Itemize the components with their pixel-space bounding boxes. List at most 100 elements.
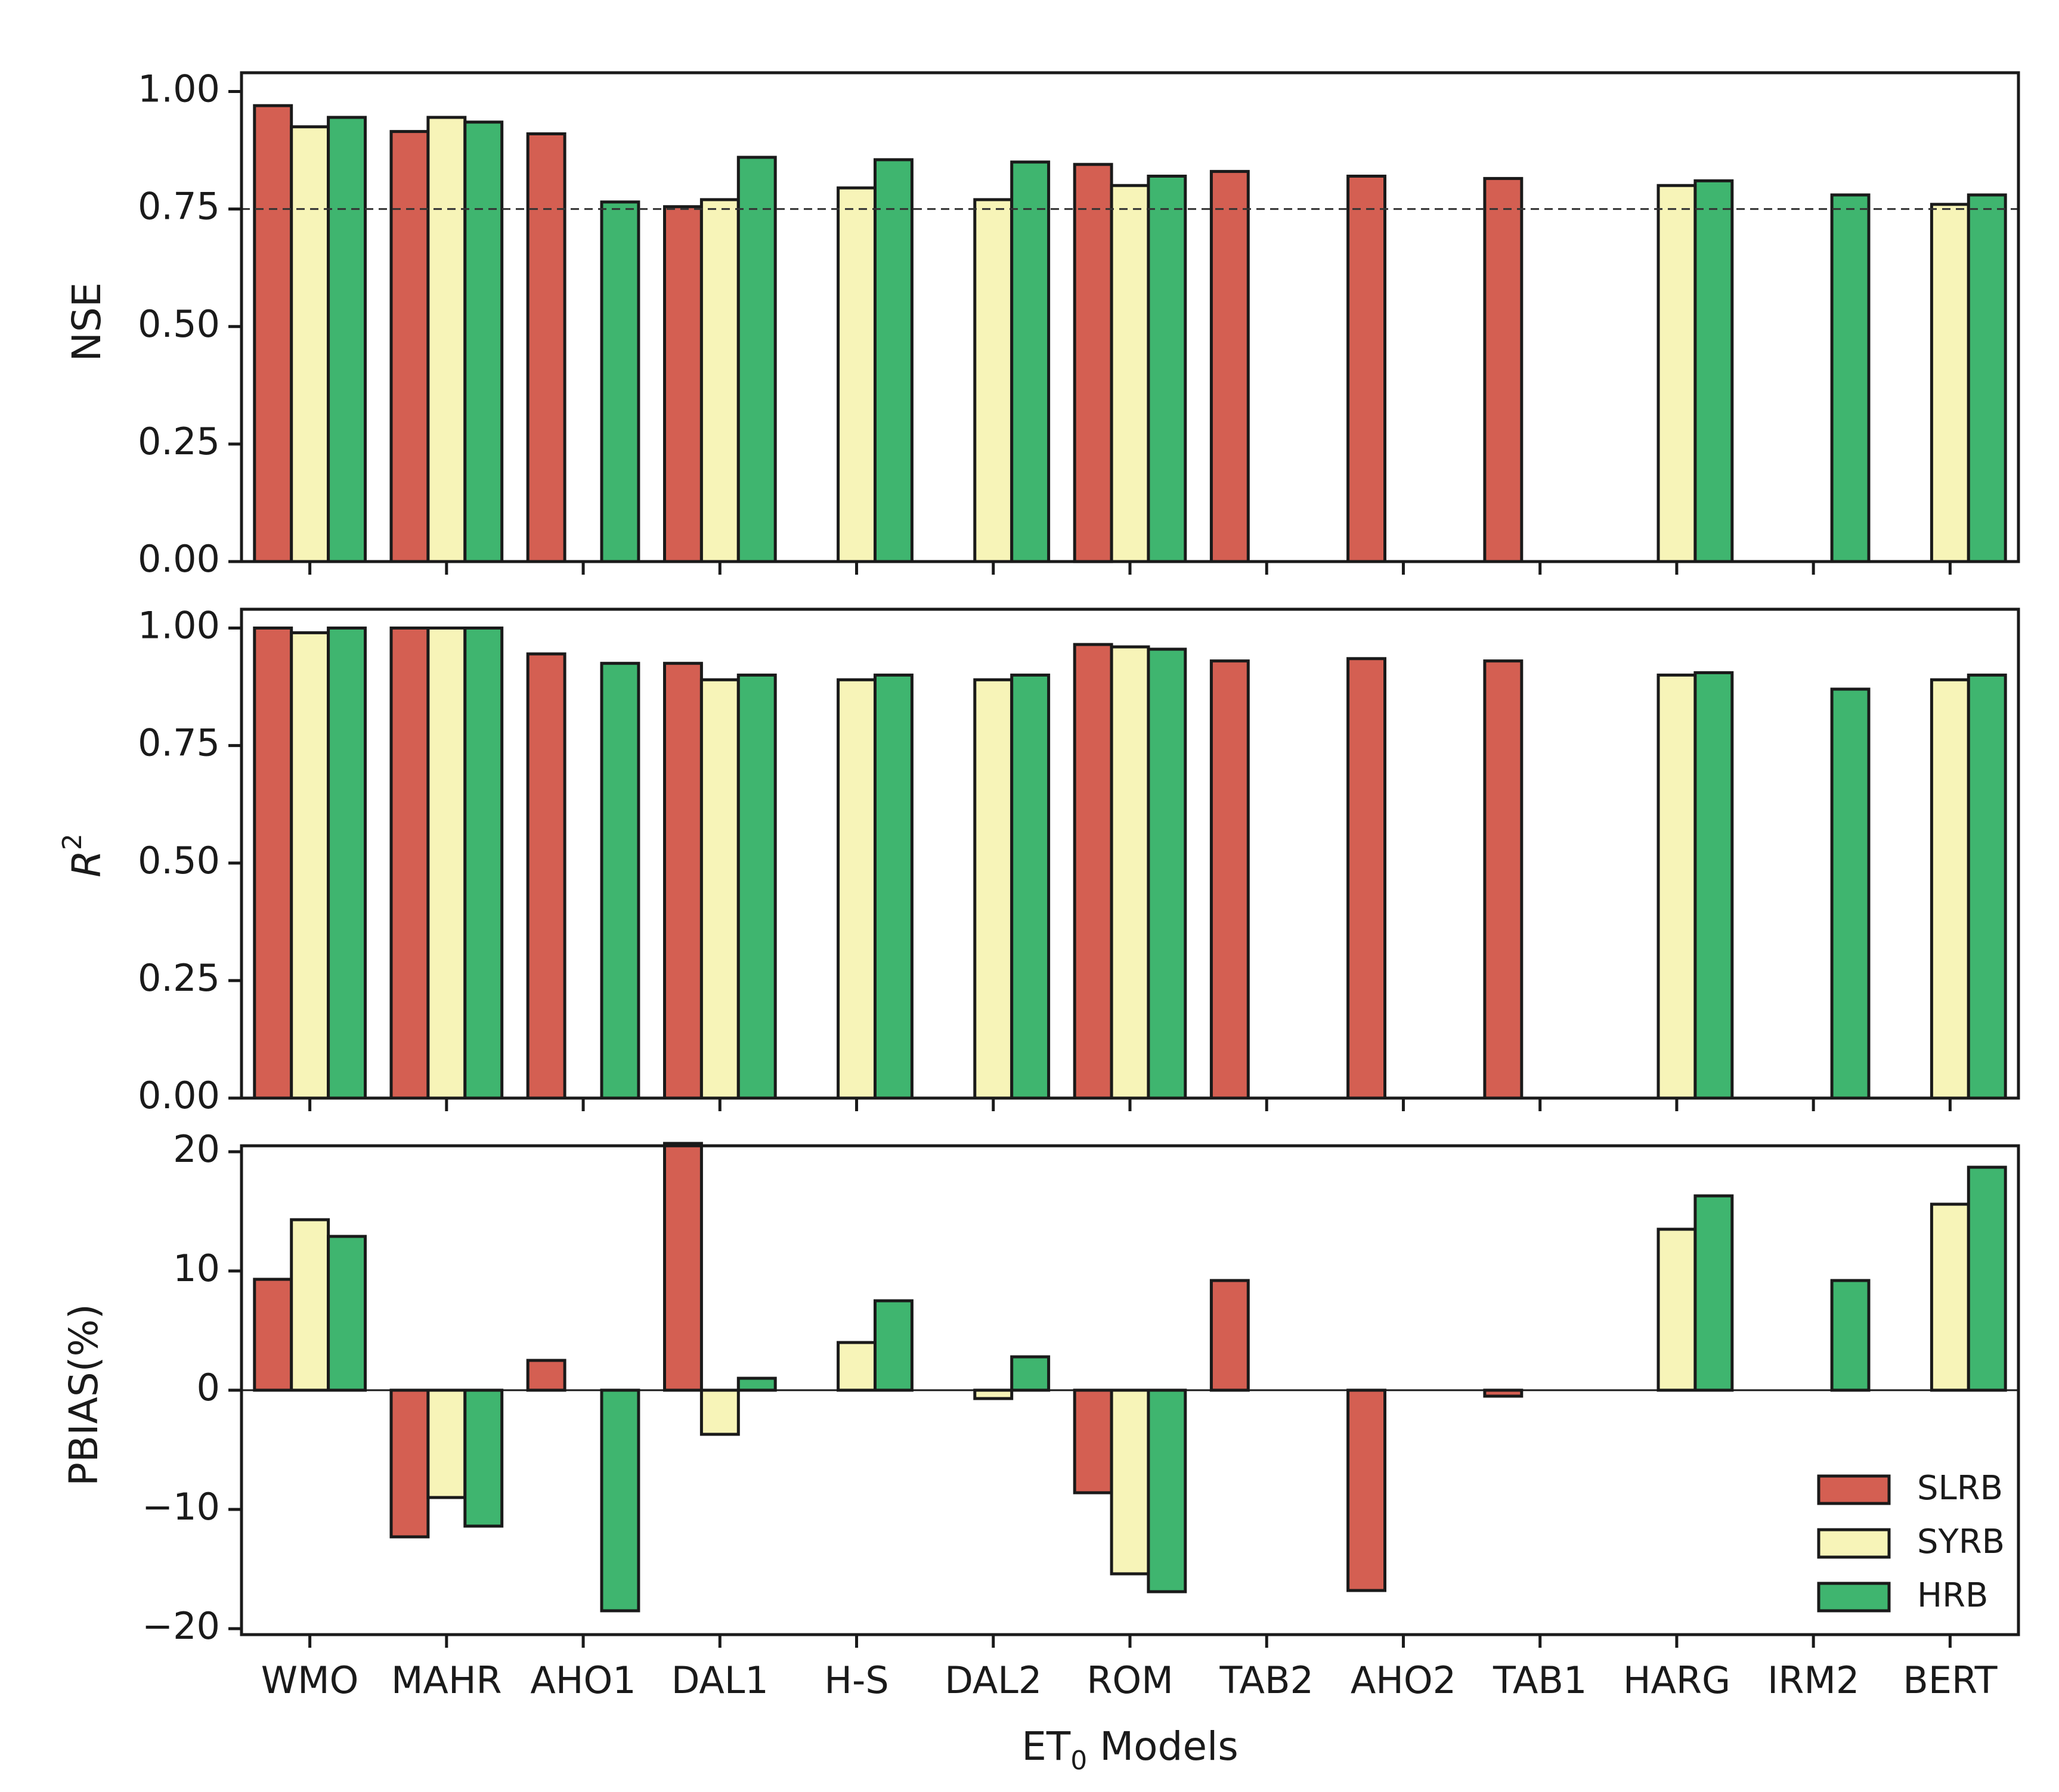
nse-bar-hrb-h-s	[874, 158, 914, 563]
r2-bar-slrb-tab1	[1483, 659, 1524, 1100]
nse-bar-syrb-mahr	[426, 116, 467, 563]
nse-bar-slrb-rom	[1073, 163, 1113, 563]
nse-panel: 0.00 0.25 0.50 0.75 1.00 NSE	[64, 67, 2020, 581]
nse-bar-hrb-bert	[1967, 193, 2007, 563]
nse-y-tick-label: 0.75	[138, 185, 220, 228]
pbias-bar-syrb-bert	[1930, 1202, 1970, 1392]
r2-bar-hrb-dal1	[736, 673, 777, 1100]
x-tick-label-wmo: WMO	[261, 1658, 359, 1702]
x-tick-label-dal2: DAL2	[945, 1658, 1042, 1702]
x-axis-title-suffix: Models	[1087, 1723, 1239, 1769]
r2-bar-syrb-rom	[1110, 645, 1150, 1100]
legend-label-hrb: HRB	[1917, 1576, 1988, 1615]
pbias-bar-hrb-mahr	[463, 1388, 504, 1528]
pbias-bar-hrb-bert	[1967, 1165, 2007, 1392]
legend-swatch-syrb	[1817, 1528, 1891, 1559]
pbias-panel: −20 −10 0 10 20 WMO MAHR AHO1 DAL1 H-S DAL2 ROM TAB…	[61, 1127, 2020, 1702]
x-tick-label-irm2: IRM2	[1767, 1658, 1859, 1702]
pbias-bar-slrb-mahr	[389, 1388, 430, 1539]
pbias-bar-hrb-irm2	[1830, 1279, 1871, 1392]
pbias-axes-frame	[240, 1144, 2020, 1636]
r2-bar-hrb-mahr	[463, 627, 504, 1100]
r2-bar-hrb-bert	[1967, 673, 2007, 1100]
pbias-x-ticks: WMO MAHR AHO1 DAL1 H-S DAL2 ROM TAB2 AHO2 TAB1 HAR…	[261, 1635, 1998, 1702]
pbias-bar-slrb-aho1	[526, 1359, 566, 1392]
legend-label-syrb: SYRB	[1917, 1523, 2005, 1561]
nse-y-ticks: 0.00 0.25 0.50 0.75 1.00	[138, 67, 241, 581]
pbias-bar-hrb-aho1	[600, 1388, 640, 1613]
nse-bar-syrb-rom	[1110, 184, 1150, 563]
r2-y-axis-title: R2	[57, 833, 110, 878]
pbias-y-ticks: −20 −10 0 10 20	[142, 1127, 241, 1648]
x-axis-title-base: ET	[1021, 1723, 1071, 1769]
r2-bar-hrb-harg	[1693, 671, 1734, 1100]
r2-panel: 0.00 0.25 0.50 0.75 1.00 R2	[57, 604, 2020, 1117]
nse-y-axis-title: NSE	[64, 283, 110, 362]
nse-bar-hrb-irm2	[1830, 193, 1871, 563]
nse-bar-slrb-aho1	[526, 132, 566, 563]
pbias-y-tick-label: 10	[173, 1247, 220, 1290]
r2-bar-slrb-aho1	[526, 652, 566, 1100]
pbias-bar-syrb-dal1	[699, 1388, 740, 1436]
r2-x-ticks	[308, 1098, 1952, 1111]
r2-bar-syrb-wmo	[290, 631, 330, 1100]
legend: SLRB SYRB HRB	[1817, 1469, 2005, 1615]
pbias-bar-hrb-dal2	[1010, 1355, 1051, 1392]
x-tick-label-tab2: TAB2	[1219, 1658, 1314, 1702]
pbias-bar-slrb-tab2	[1209, 1279, 1250, 1392]
pbias-y-tick-label: 0	[197, 1366, 220, 1409]
pbias-bar-syrb-wmo	[290, 1218, 330, 1392]
x-tick-label-dal1: DAL1	[671, 1658, 769, 1702]
legend-label-slrb: SLRB	[1917, 1469, 2003, 1508]
r2-bar-hrb-aho1	[600, 662, 640, 1100]
nse-bar-slrb-mahr	[389, 130, 430, 563]
r2-bar-slrb-tab2	[1209, 659, 1250, 1100]
nse-bar-syrb-harg	[1657, 184, 1697, 563]
nse-bar-hrb-dal2	[1010, 160, 1051, 563]
x-tick-label-mahr: MAHR	[391, 1658, 502, 1702]
x-tick-label-harg: HARG	[1623, 1658, 1730, 1702]
pbias-bar-hrb-dal1	[736, 1376, 777, 1392]
nse-bar-slrb-wmo	[253, 104, 293, 563]
pbias-bar-hrb-h-s	[874, 1299, 914, 1392]
pbias-y-tick-label: −10	[142, 1485, 220, 1529]
nse-bar-slrb-tab1	[1483, 176, 1524, 563]
nse-bar-slrb-aho2	[1346, 175, 1387, 563]
nse-y-tick-label: 1.00	[138, 67, 220, 111]
pbias-bar-syrb-h-s	[837, 1341, 877, 1392]
nse-bar-syrb-h-s	[837, 186, 877, 563]
x-axis-title-subscript: 0	[1070, 1746, 1087, 1776]
r2-bar-hrb-irm2	[1830, 687, 1871, 1100]
pbias-bar-hrb-wmo	[327, 1235, 367, 1392]
pbias-bar-syrb-harg	[1657, 1227, 1697, 1392]
nse-bar-hrb-aho1	[600, 200, 640, 563]
nse-bar-hrb-dal1	[736, 156, 777, 563]
nse-bars	[253, 104, 2007, 563]
r2-y-tick-label: 0.00	[138, 1074, 220, 1117]
nse-bar-syrb-dal2	[973, 198, 1014, 563]
r2-bar-slrb-dal1	[663, 662, 703, 1100]
x-tick-label-aho1: AHO1	[530, 1658, 636, 1702]
r2-bar-hrb-h-s	[874, 673, 914, 1100]
pbias-bar-hrb-harg	[1693, 1194, 1734, 1392]
r2-bar-syrb-dal2	[973, 678, 1014, 1100]
x-tick-label-tab1: TAB1	[1493, 1658, 1587, 1702]
pbias-bar-slrb-aho2	[1346, 1388, 1387, 1592]
r2-y-axis-title-superscript: 2	[57, 833, 88, 850]
pbias-bar-syrb-mahr	[426, 1388, 467, 1499]
legend-swatch-slrb	[1817, 1474, 1891, 1505]
r2-y-tick-label: 1.00	[138, 604, 220, 647]
x-tick-label-h-s: H-S	[824, 1658, 888, 1702]
r2-bar-slrb-wmo	[253, 627, 293, 1100]
pbias-y-axis-title: PBIAS(%)	[61, 1304, 107, 1486]
r2-bar-hrb-wmo	[327, 627, 367, 1100]
r2-bar-slrb-rom	[1073, 643, 1113, 1100]
nse-y-tick-label: 0.50	[138, 302, 220, 346]
r2-bar-slrb-mahr	[389, 627, 430, 1100]
pbias-bar-syrb-rom	[1110, 1388, 1150, 1576]
nse-bar-slrb-tab2	[1209, 170, 1250, 563]
r2-bar-hrb-dal2	[1010, 673, 1051, 1100]
nse-bar-hrb-mahr	[463, 120, 504, 563]
r2-y-ticks: 0.00 0.25 0.50 0.75 1.00	[138, 604, 241, 1117]
